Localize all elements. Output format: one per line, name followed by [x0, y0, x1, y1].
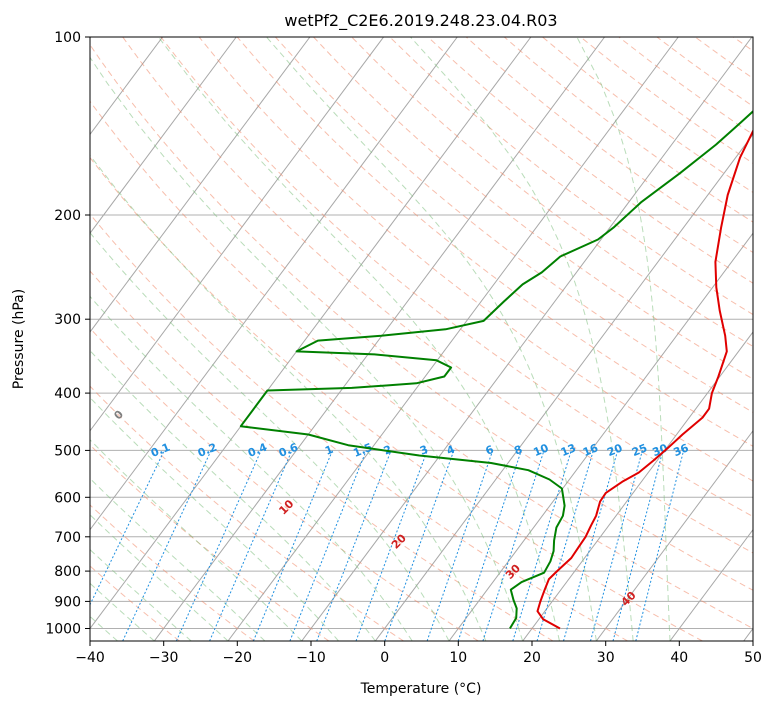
x-axis-label: Temperature (°C)	[360, 681, 482, 697]
chart-title: wetPf2_C2E6.2019.248.23.04.R03	[284, 11, 557, 31]
x-tick-label: −30	[149, 650, 179, 666]
y-tick-label: 700	[54, 530, 81, 546]
y-tick-label: 600	[54, 490, 81, 506]
x-tick-label: 20	[523, 650, 541, 666]
y-tick-label: 900	[54, 594, 81, 610]
x-tick-label: 30	[597, 650, 615, 666]
y-tick-label: 300	[54, 312, 81, 328]
y-tick-label: 1000	[45, 622, 81, 638]
x-tick-label: 50	[744, 650, 762, 666]
y-tick-label: 100	[54, 30, 81, 46]
y-tick-label: 400	[54, 386, 81, 402]
x-tick-label: −10	[296, 650, 326, 666]
x-tick-label: −20	[223, 650, 253, 666]
x-tick-label: 10	[449, 650, 467, 666]
y-tick-label: 800	[54, 564, 81, 580]
x-tick-label: 40	[670, 650, 688, 666]
x-tick-label: −40	[75, 650, 105, 666]
y-tick-label: 500	[54, 443, 81, 459]
x-tick-label: 0	[380, 650, 389, 666]
y-axis-label: Pressure (hPa)	[11, 289, 27, 389]
y-tick-label: 200	[54, 208, 81, 224]
